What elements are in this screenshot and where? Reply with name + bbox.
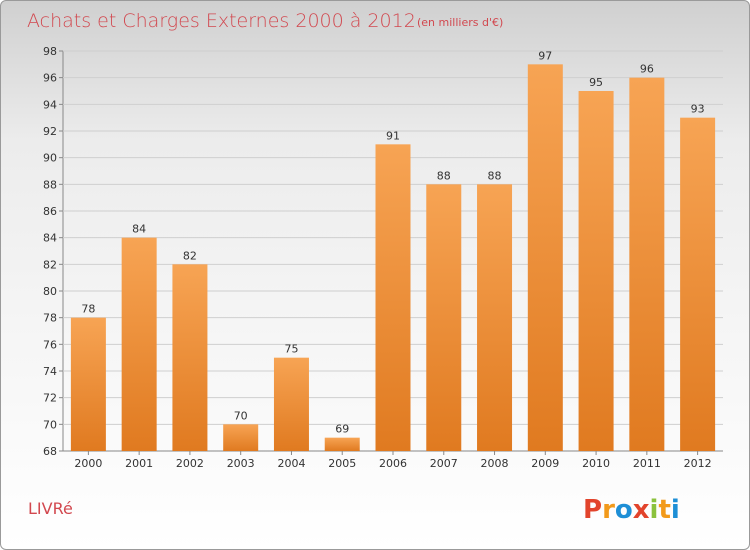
x-tick-label: 2001 xyxy=(125,457,153,470)
bar-2009 xyxy=(527,64,563,452)
x-tick-label: 2003 xyxy=(227,457,255,470)
x-tick-label: 2011 xyxy=(633,457,661,470)
y-tick-label: 70 xyxy=(43,418,57,431)
x-tick-label: 2008 xyxy=(481,457,509,470)
y-tick-label: 72 xyxy=(43,392,57,405)
bar-2001 xyxy=(121,237,157,451)
bar-2004 xyxy=(273,357,309,451)
x-tick-label: 2005 xyxy=(328,457,356,470)
y-tick-label: 88 xyxy=(43,178,57,191)
bar-value-label: 84 xyxy=(132,223,146,236)
logo-letter: r xyxy=(602,495,615,525)
bar-value-label: 88 xyxy=(488,169,502,182)
bar-value-label: 91 xyxy=(386,129,400,142)
bar-value-label: 97 xyxy=(538,49,552,62)
x-tick-label: 2012 xyxy=(684,457,712,470)
y-tick-label: 84 xyxy=(43,232,57,245)
bar-value-label: 82 xyxy=(183,249,197,262)
bar-2010 xyxy=(578,91,614,451)
bar-value-label: 75 xyxy=(284,343,298,356)
proxiti-logo: Proxiti xyxy=(583,495,680,525)
logo-letter: i xyxy=(650,495,659,525)
y-tick-label: 74 xyxy=(43,365,57,378)
logo-letter: o xyxy=(615,495,633,525)
bar-value-label: 69 xyxy=(335,423,349,436)
y-tick-label: 94 xyxy=(43,98,57,111)
logo-letter: i xyxy=(671,495,680,525)
y-tick-label: 98 xyxy=(43,45,57,58)
y-tick-label: 86 xyxy=(43,205,57,218)
bar-value-label: 96 xyxy=(640,63,654,76)
y-tick-label: 92 xyxy=(43,125,57,138)
town-name: LIVRé xyxy=(28,499,73,518)
x-tick-label: 2006 xyxy=(379,457,407,470)
x-tick-label: 2009 xyxy=(531,457,559,470)
bar-value-label: 93 xyxy=(691,103,705,116)
y-tick-label: 76 xyxy=(43,338,57,351)
bar-2012 xyxy=(680,117,716,452)
bar-value-label: 78 xyxy=(81,303,95,316)
x-tick-label: 2004 xyxy=(277,457,305,470)
chart-subtitle: (en milliers d'€) xyxy=(417,16,503,29)
bar-2006 xyxy=(375,144,411,452)
y-tick-label: 78 xyxy=(43,312,57,325)
y-tick-label: 68 xyxy=(43,445,57,458)
bar-2011 xyxy=(629,77,665,452)
y-tick-label: 90 xyxy=(43,152,57,165)
x-tick-label: 2007 xyxy=(430,457,458,470)
bar-value-label: 95 xyxy=(589,76,603,89)
bar-2008 xyxy=(477,184,513,452)
x-tick-label: 2000 xyxy=(74,457,102,470)
bar-2002 xyxy=(172,264,208,451)
bar-value-label: 70 xyxy=(234,409,248,422)
x-tick-label: 2002 xyxy=(176,457,204,470)
y-tick-label: 82 xyxy=(43,258,57,271)
bar-2007 xyxy=(426,184,462,452)
logo-letter: t xyxy=(658,495,670,525)
chart-title: Achats et Charges Externes 2000 à 2012 xyxy=(27,10,416,32)
bar-2005 xyxy=(324,437,360,451)
y-tick-label: 96 xyxy=(43,72,57,85)
bar-2003 xyxy=(223,424,259,451)
x-tick-label: 2010 xyxy=(582,457,610,470)
logo-letter: x xyxy=(633,495,650,525)
y-tick-label: 80 xyxy=(43,285,57,298)
logo-letter: P xyxy=(583,495,602,525)
bar-2000 xyxy=(70,317,106,451)
bar-value-label: 88 xyxy=(437,169,451,182)
